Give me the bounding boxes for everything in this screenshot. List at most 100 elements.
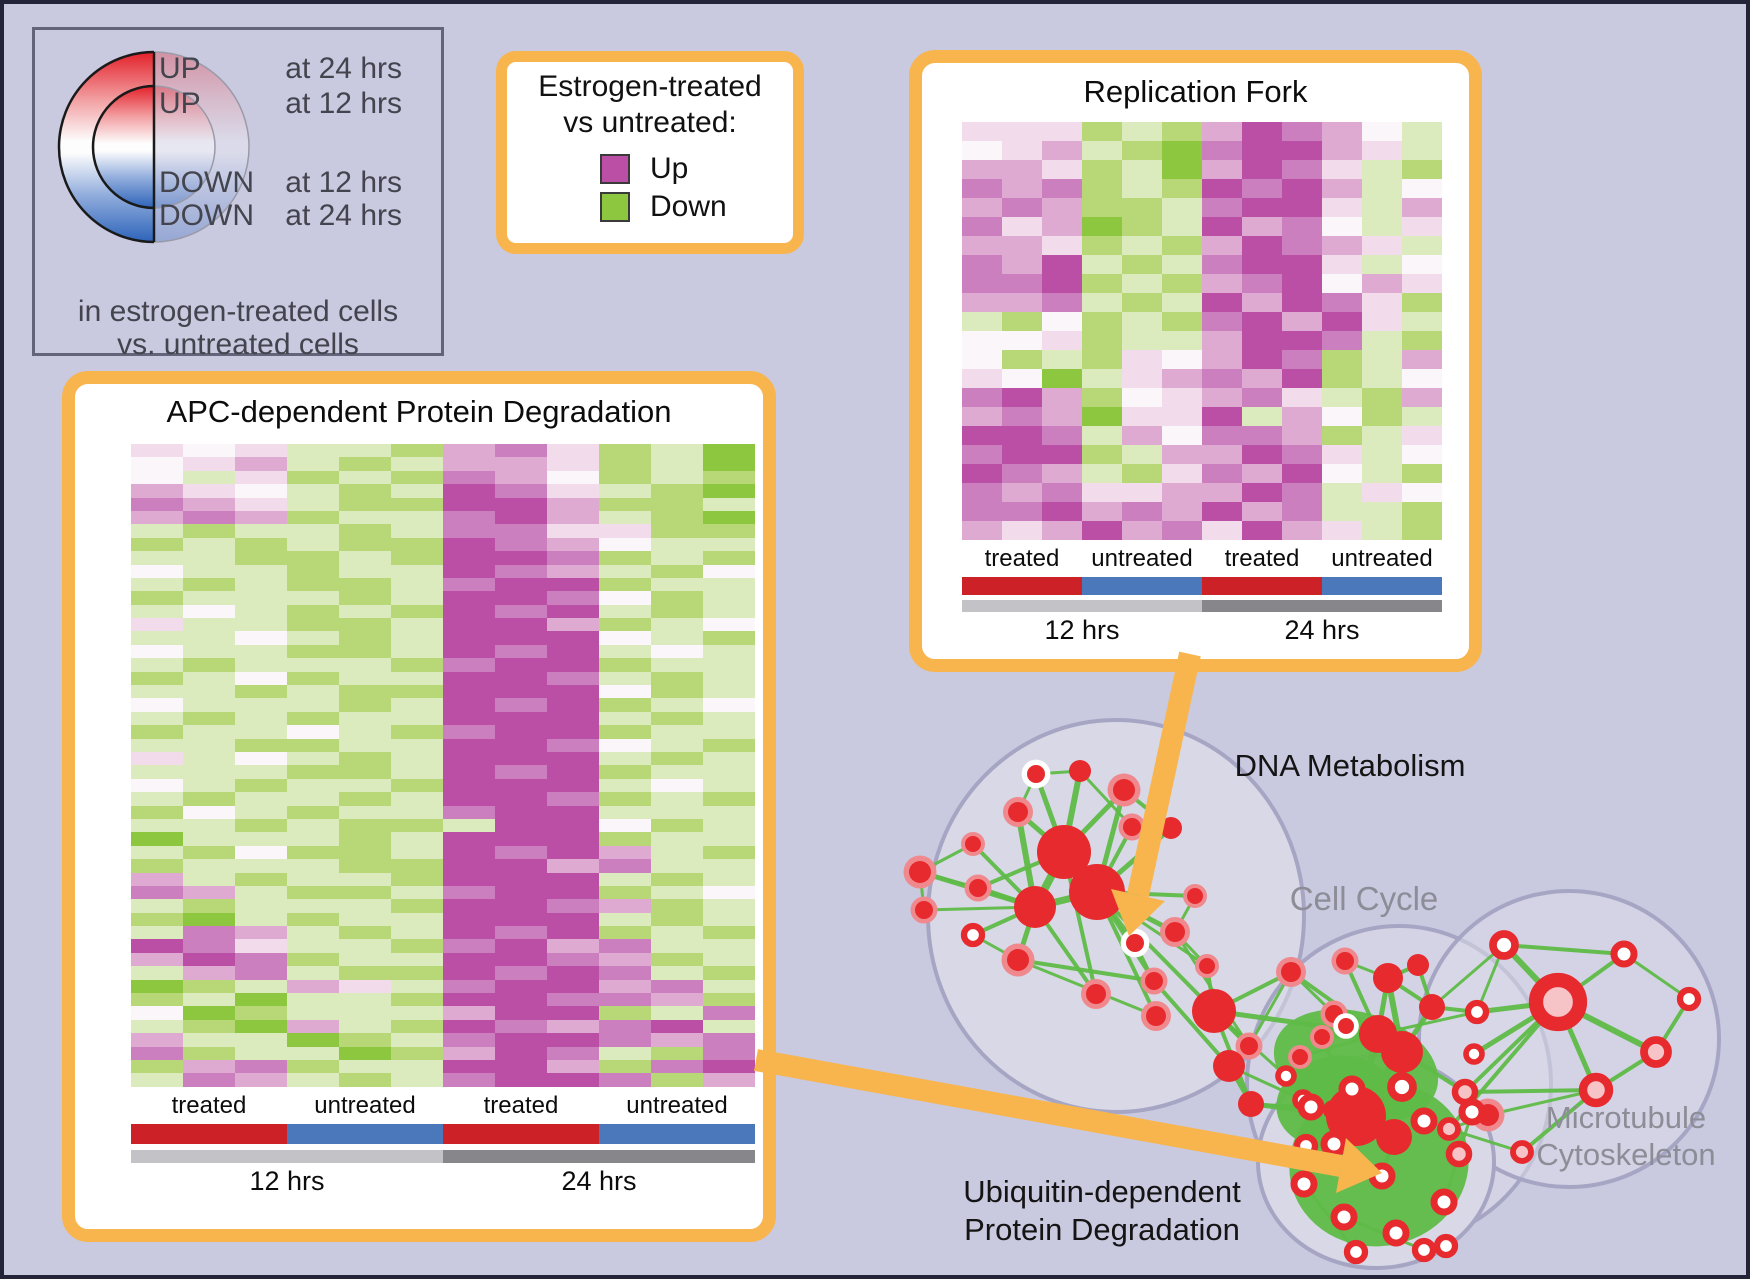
time-label-24hrs: 24 hrs	[1284, 615, 1360, 645]
network-edge	[1017, 958, 1155, 983]
heatmap-cell	[703, 765, 755, 779]
heatmap-cell	[1002, 198, 1042, 217]
heatmap-cell	[235, 644, 287, 659]
heatmap-cell	[547, 765, 599, 779]
heatmap-cell	[1162, 426, 1202, 445]
color-legend-item-up: Up	[600, 152, 688, 186]
heatmap-cell	[703, 845, 755, 860]
heatmap-cell	[391, 845, 443, 860]
heatmap-cell	[443, 1006, 495, 1020]
heatmap-cell	[547, 1046, 599, 1060]
heatmap-cell	[1402, 141, 1442, 160]
heatmap-cell	[1282, 274, 1322, 293]
heatmap-cell	[495, 818, 547, 833]
heatmap-cell	[703, 805, 755, 819]
network-node	[1238, 1091, 1264, 1117]
enrichment-network: DNA Metabolism Cell Cycle MicrotubuleCytos…	[754, 651, 1721, 1270]
network-node	[960, 922, 986, 948]
heatmap-cell	[1162, 464, 1202, 483]
heatmap-cell	[391, 444, 443, 458]
heatmap-cell	[183, 725, 235, 739]
heatmap-cell	[443, 698, 495, 712]
heatmap-cell	[287, 832, 339, 846]
heatmap-cell	[547, 993, 599, 1007]
heatmap-cell	[703, 912, 755, 927]
heatmap-cell	[391, 885, 443, 900]
heatmap-cell	[339, 497, 391, 511]
heatmap-cell	[1362, 312, 1402, 331]
heatmap-cell	[391, 926, 443, 940]
heatmap-cell	[391, 644, 443, 659]
heatmap-cell	[1082, 464, 1122, 483]
heatmap-cell	[287, 952, 339, 967]
heatmap-cell	[443, 725, 495, 739]
network-node	[1578, 1072, 1614, 1108]
heatmap-cell	[235, 470, 287, 485]
heatmap-cell	[651, 551, 703, 565]
heatmap-cell	[183, 738, 235, 752]
heatmap-cell	[339, 618, 391, 632]
network-node	[1376, 1119, 1412, 1155]
heatmap-cell	[1402, 274, 1442, 293]
heatmap-cell	[287, 551, 339, 565]
heatmap-cell	[599, 524, 651, 538]
heatmap-cell	[1162, 198, 1202, 217]
apc-group-labels: treated untreated treated untreated	[131, 1092, 755, 1120]
heatmap-cell	[495, 952, 547, 967]
heatmap-cell	[1242, 331, 1282, 350]
time-bar-24hrs	[1202, 600, 1442, 612]
heatmap-cell	[339, 872, 391, 886]
heatmap-cell	[599, 658, 651, 672]
heatmap-cell	[131, 1033, 183, 1047]
heatmap-cell	[599, 484, 651, 498]
outer-circle-stroke-right	[153, 51, 250, 243]
heatmap-cell	[1162, 217, 1202, 236]
heatmap-cell	[287, 1019, 339, 1034]
heatmap-cell	[1322, 274, 1362, 293]
heatmap-cell	[443, 926, 495, 940]
heatmap-cell	[235, 885, 287, 900]
heatmap-cell	[651, 524, 703, 538]
heatmap-cell	[443, 564, 495, 578]
heatmap-cell	[1082, 160, 1122, 179]
heatmap-cell	[547, 805, 599, 819]
heatmap-cell	[1362, 255, 1402, 274]
treated-bar	[443, 1124, 599, 1144]
heatmap-cell	[1082, 331, 1122, 350]
heatmap-cell	[183, 1046, 235, 1060]
heatmap-cell	[1242, 350, 1282, 369]
heatmap-cell	[287, 444, 339, 458]
heatmap-cell	[599, 1046, 651, 1060]
heatmap-cell	[1042, 407, 1082, 426]
heatmap-cell	[131, 604, 183, 619]
heatmap-cell	[495, 1046, 547, 1060]
heatmap-cell	[1042, 179, 1082, 198]
heatmap-row	[131, 510, 755, 525]
heatmap-cell	[703, 1046, 755, 1060]
heatmap-cell	[1282, 198, 1322, 217]
heatmap-cell	[391, 604, 443, 619]
heatmap-cell	[703, 966, 755, 980]
heatmap-cell	[183, 551, 235, 565]
heatmap-cell	[131, 577, 183, 592]
heatmap-cell	[1402, 198, 1442, 217]
heatmap-cell	[235, 484, 287, 498]
heatmap-cell	[1322, 160, 1362, 179]
heatmap-cell	[651, 1006, 703, 1020]
heatmap-cell	[235, 818, 287, 833]
heatmap-cell	[1162, 521, 1202, 540]
network-node	[1187, 888, 1203, 904]
heatmap-cell	[287, 1033, 339, 1047]
heatmap-cell	[1362, 331, 1402, 350]
heatmap-cell	[443, 805, 495, 819]
heatmap-cell	[1082, 502, 1122, 521]
heatmap-cell	[599, 832, 651, 846]
heatmap-cell	[1122, 369, 1162, 388]
heatmap-cell	[547, 845, 599, 860]
heatmap-cell	[1002, 445, 1042, 464]
heatmap-cell	[962, 141, 1002, 160]
heatmap-cell	[287, 1073, 339, 1087]
heatmap-cell	[235, 1006, 287, 1020]
heatmap-cell	[131, 966, 183, 980]
network-node	[1640, 1036, 1672, 1068]
